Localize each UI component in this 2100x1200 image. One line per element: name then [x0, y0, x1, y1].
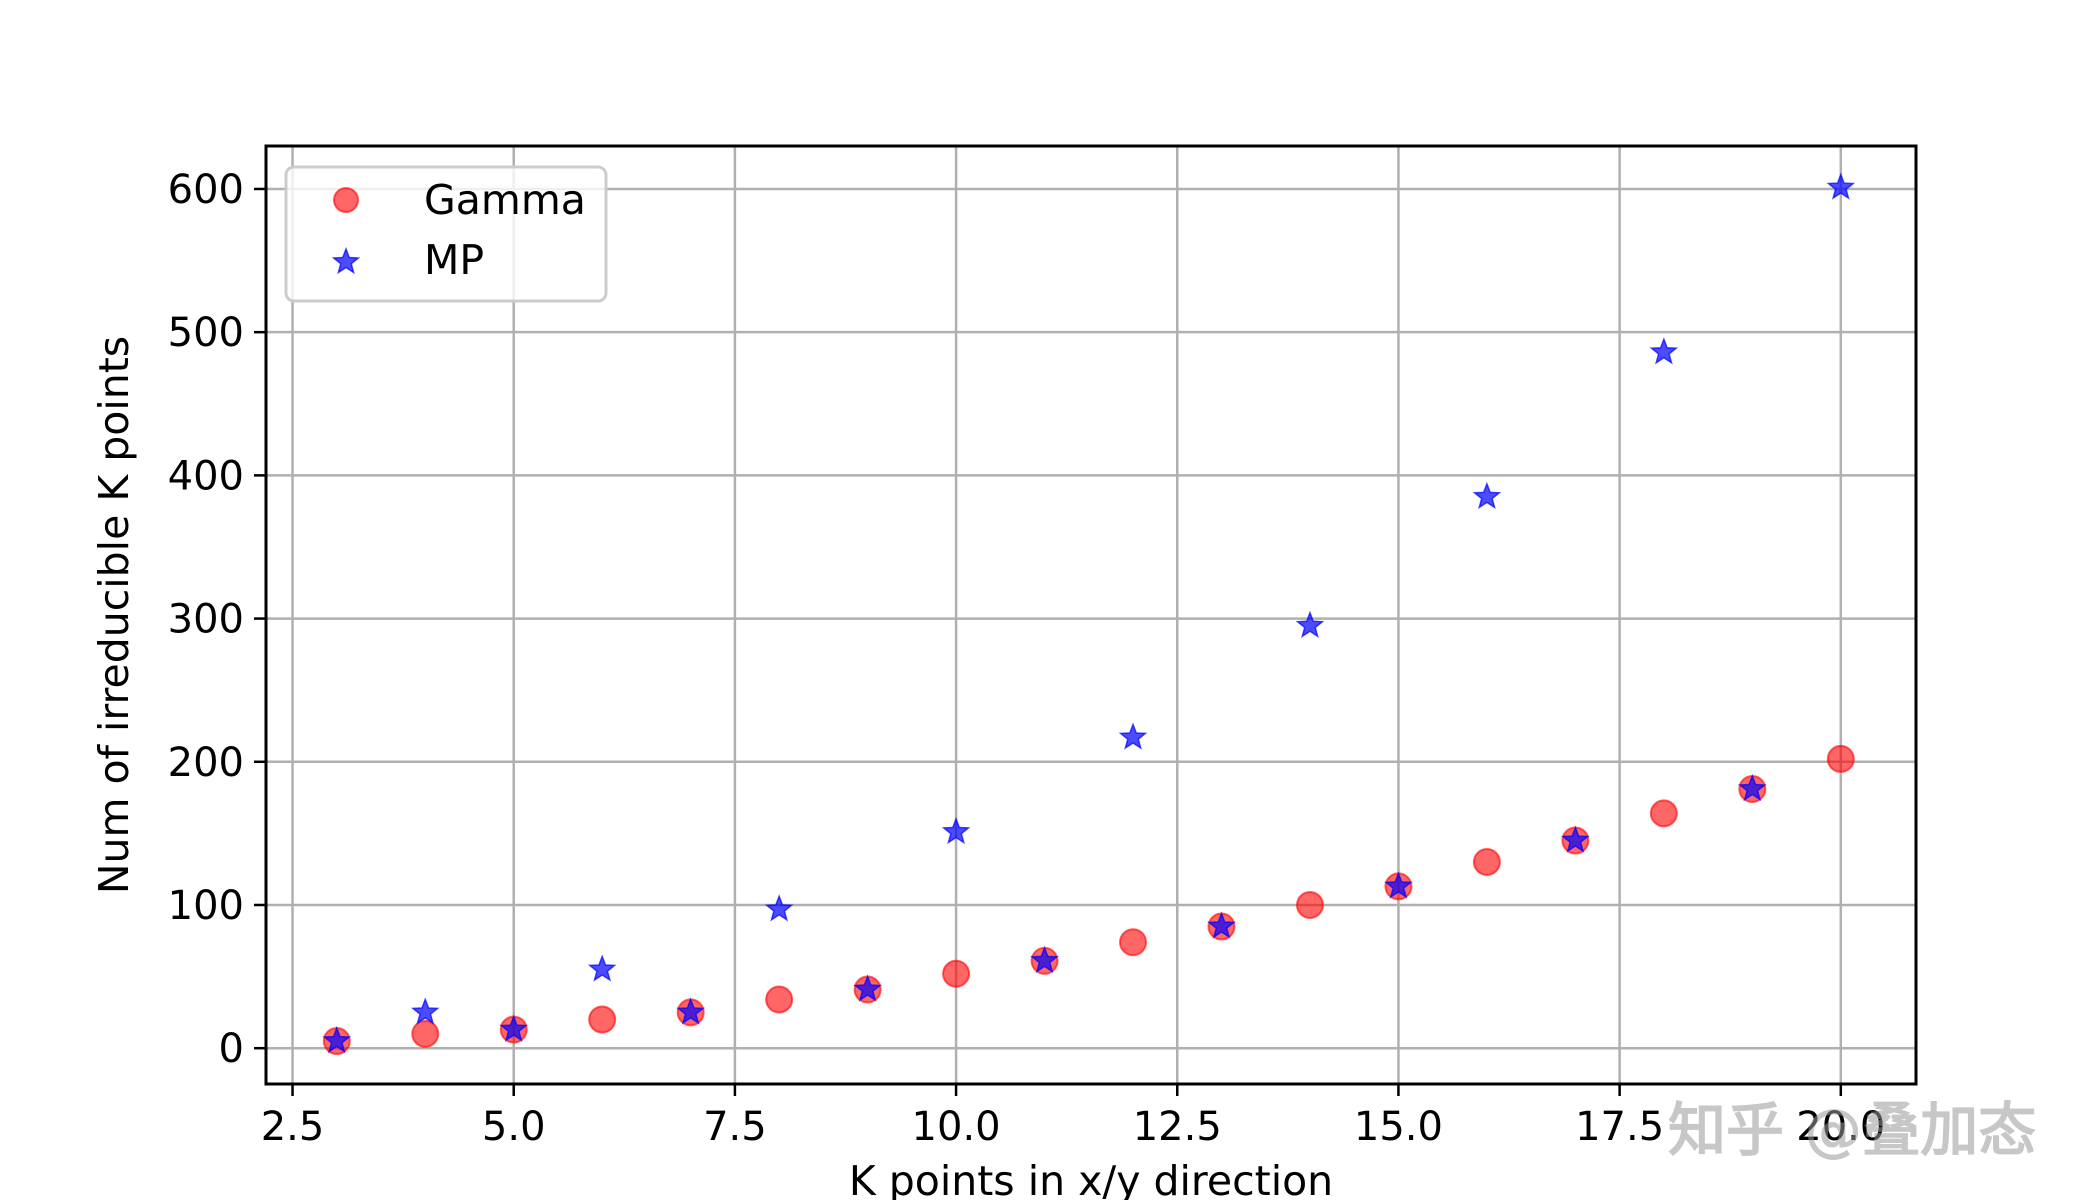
- x-tick-label: 2.5: [261, 1104, 325, 1150]
- gamma-point: [1472, 848, 1501, 877]
- series-gamma: [322, 744, 1855, 1056]
- gamma-point: [1649, 799, 1678, 828]
- mp-point: [1384, 871, 1413, 899]
- y-tick-label: 600: [168, 167, 244, 213]
- gamma-point: [1826, 744, 1855, 773]
- mp-point: [499, 1014, 529, 1042]
- gamma-point: [765, 985, 794, 1014]
- legend-mp-label: MP: [424, 236, 484, 284]
- mp-point: [1826, 172, 1856, 200]
- y-tick-label: 100: [168, 883, 244, 929]
- y-axis-label: Num of irreducible K points: [90, 336, 138, 894]
- mp-point: [1649, 337, 1679, 365]
- tick-layer: 2.5 5.0 7.5 10.0 12.5 15.0 17.5 20.0 0 100 200 300 4…: [168, 167, 1886, 1150]
- mp-point: [1295, 610, 1325, 638]
- mp-point: [1561, 825, 1590, 853]
- x-tick-label: 7.5: [703, 1104, 767, 1150]
- series-mp: [322, 172, 1856, 1054]
- y-tick-label: 400: [168, 453, 244, 499]
- mp-point: [587, 954, 617, 982]
- legend: Gamma MP: [284, 165, 608, 303]
- plot-frame: [264, 144, 1918, 1086]
- y-tick-label: 500: [168, 310, 244, 356]
- mp-point: [764, 894, 794, 922]
- mp-point: [1472, 481, 1502, 510]
- legend-gamma-label: Gamma: [424, 176, 586, 224]
- gamma-point: [1119, 928, 1148, 957]
- x-tick-label: 10.0: [912, 1104, 1001, 1150]
- x-tick-label: 5.0: [482, 1104, 546, 1150]
- y-tick-label: 0: [219, 1026, 244, 1072]
- mp-point: [410, 997, 440, 1025]
- mp-point: [941, 816, 971, 845]
- mp-point: [1030, 945, 1059, 974]
- mp-point: [1207, 911, 1236, 939]
- legend-mp-marker: [331, 246, 361, 275]
- gamma-point: [1295, 890, 1324, 919]
- watermark: 知乎 @叠加态: [1668, 1096, 2036, 1164]
- mp-point: [853, 974, 882, 1002]
- legend-box: [284, 165, 608, 303]
- mp-point: [1737, 773, 1767, 802]
- x-tick-label: 17.5: [1575, 1104, 1664, 1150]
- grid-layer: [266, 146, 1916, 1084]
- x-tick-label: 15.0: [1354, 1104, 1443, 1150]
- gamma-point: [411, 1019, 440, 1048]
- y-tick-label: 200: [168, 740, 244, 786]
- mp-point: [676, 997, 706, 1025]
- gamma-point: [588, 1005, 617, 1034]
- x-tick-label: 20.0: [1796, 1104, 1885, 1150]
- x-axis-label: K points in x/y direction: [849, 1157, 1333, 1200]
- gamma-point: [942, 959, 971, 988]
- mp-point: [322, 1025, 352, 1054]
- mp-point: [1118, 722, 1148, 750]
- x-tick-label: 12.5: [1133, 1104, 1222, 1150]
- legend-gamma-marker: [333, 187, 359, 213]
- y-tick-label: 300: [168, 597, 244, 643]
